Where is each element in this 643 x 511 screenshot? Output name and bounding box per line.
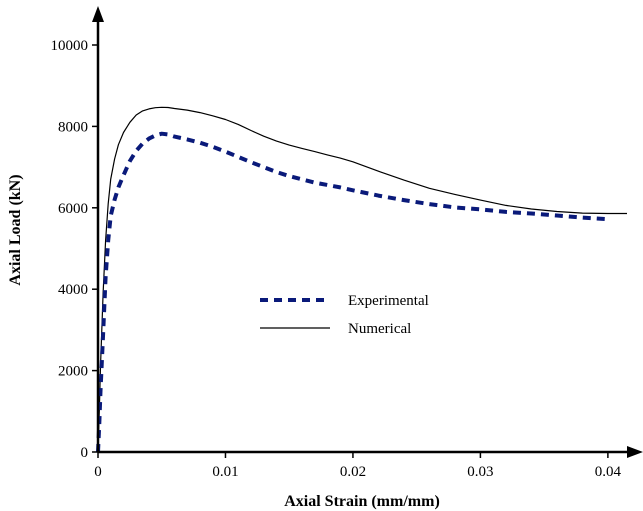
x-axis: 0 0.01 0.02 0.03 0.04 (94, 446, 643, 480)
legend-item-numerical: Numerical (260, 321, 411, 337)
series-line-numerical (97, 106, 627, 453)
plot-area (96, 106, 627, 453)
x-ticks: 0 0.01 0.02 0.03 0.04 (94, 452, 622, 480)
x-tick-label: 0.03 (467, 464, 493, 480)
y-tick-label: 4000 (58, 282, 88, 298)
y-tick-label: 10000 (51, 38, 89, 54)
legend-label-experimental: Experimental (348, 293, 429, 309)
legend-label-numerical: Numerical (348, 321, 411, 337)
x-axis-arrow (627, 446, 643, 458)
y-tick-label: 6000 (58, 201, 88, 217)
y-axis: 0 2000 4000 6000 8000 10000 (51, 6, 104, 461)
y-axis-title: Axial Load (kN) (7, 174, 24, 285)
legend-item-experimental: Experimental (260, 293, 429, 309)
x-tick-label: 0.04 (595, 464, 622, 480)
x-tick-label: 0.01 (212, 464, 238, 480)
x-tick-label: 0 (94, 464, 102, 480)
y-tick-label: 8000 (58, 119, 88, 135)
legend: Experimental Numerical (260, 293, 429, 337)
x-tick-label: 0.02 (340, 464, 366, 480)
series-line-experimental (96, 131, 609, 453)
y-axis-arrow (92, 6, 104, 22)
x-axis-title: Axial Strain (mm/mm) (284, 493, 440, 510)
y-ticks: 0 2000 4000 6000 8000 10000 (51, 38, 98, 461)
series-layer (96, 106, 627, 453)
y-tick-label: 0 (81, 445, 89, 461)
y-tick-label: 2000 (58, 364, 88, 380)
